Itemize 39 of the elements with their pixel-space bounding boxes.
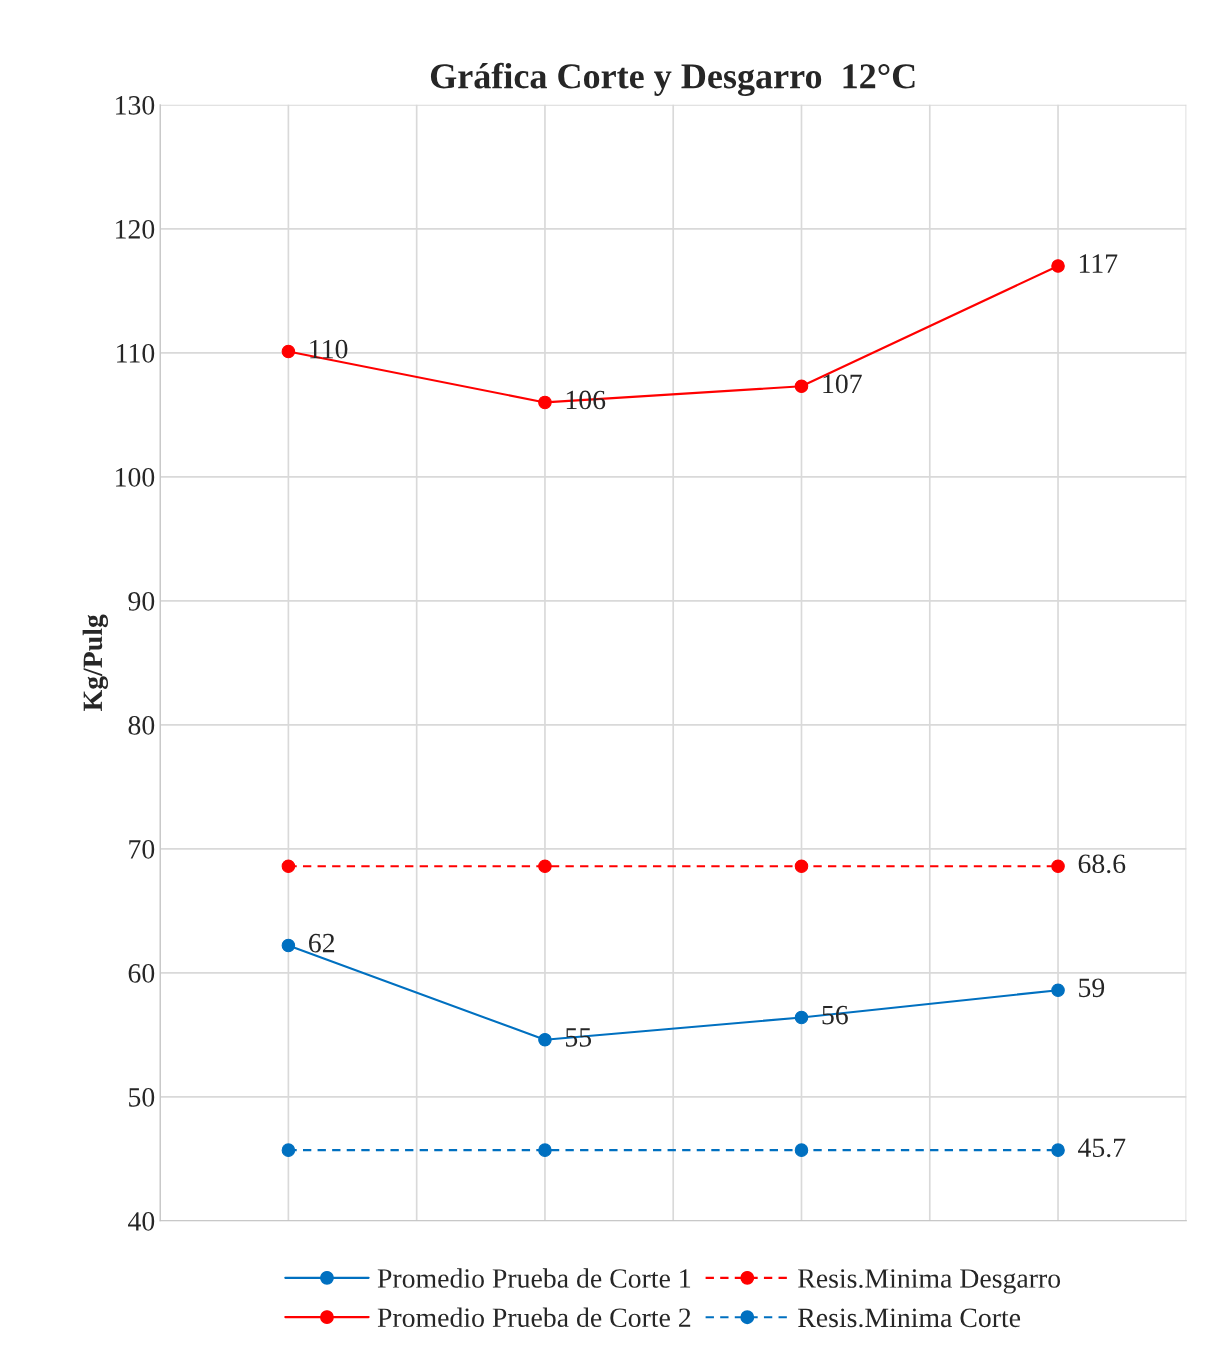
y-tick-label: 40 (128, 1211, 155, 1231)
y-tick-label: 90 (128, 591, 155, 611)
y-tick-label: 60 (128, 963, 155, 983)
point (281, 344, 296, 359)
data-label: 62 (309, 933, 335, 953)
point (1051, 859, 1065, 873)
chart-title: Gráfica Corte y Desgarro 12°C (430, 62, 915, 97)
y-tick-label: 50 (129, 1087, 155, 1107)
point (538, 1033, 552, 1047)
point (281, 938, 296, 953)
data-label: 107 (823, 374, 862, 394)
data-label: 117 (1079, 254, 1118, 273)
legend-label: Resis.Minima Desgarro (798, 1269, 1061, 1294)
point (1051, 983, 1065, 997)
point (794, 1143, 809, 1157)
legend-label: Resis.Minima Corte (798, 1308, 1021, 1328)
data-label: 110 (310, 339, 348, 359)
legend-label: Promedio Prueba de Corte 1 (377, 1268, 691, 1288)
point (1051, 259, 1065, 273)
data-label: 45.7 (1078, 1138, 1126, 1158)
y-tick-label: 130 (116, 95, 155, 115)
point (794, 379, 809, 394)
y-tick-label: 70 (129, 839, 155, 859)
point (281, 1143, 296, 1157)
legend-label: Promedio Prueba de Corte 2 (377, 1307, 691, 1328)
point (794, 1010, 809, 1025)
point (281, 859, 296, 873)
point (794, 859, 809, 873)
point (538, 859, 552, 873)
data-label: 68.6 (1078, 854, 1126, 874)
data-label: 59 (1079, 978, 1105, 998)
point (1051, 1143, 1065, 1157)
y-tick-label: 110 (117, 343, 155, 363)
y-tick-label: 100 (116, 467, 155, 487)
y-tick-label: 80 (128, 715, 155, 735)
point (538, 1143, 552, 1157)
y-axis-title: Kg/Pulg (82, 614, 109, 711)
point (538, 395, 552, 410)
y-tick-label: 120 (116, 219, 155, 239)
